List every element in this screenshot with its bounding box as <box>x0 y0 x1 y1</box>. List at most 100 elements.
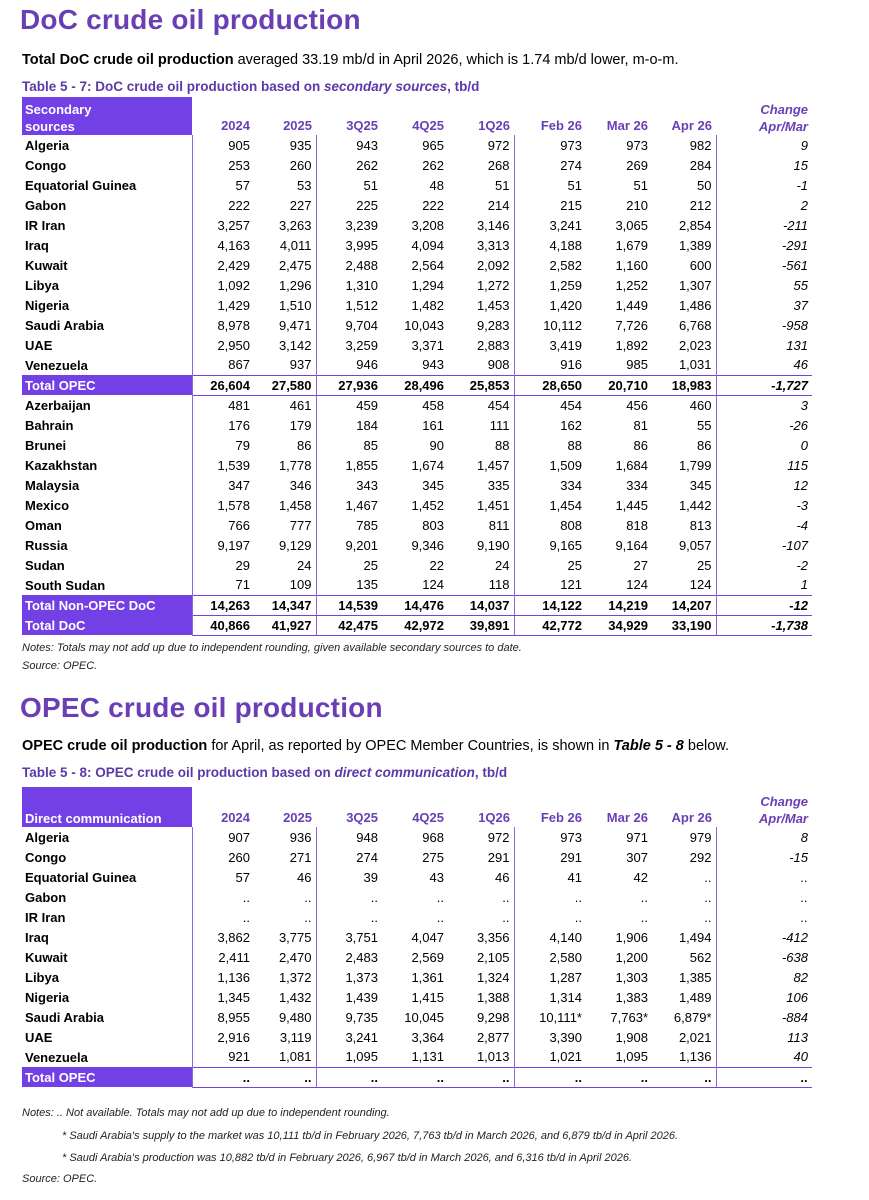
cell-value: .. <box>370 909 378 925</box>
row-label: Libya <box>22 275 193 295</box>
cell-value: 10,111* <box>539 1009 582 1025</box>
caption-post: , tb/d <box>447 79 480 94</box>
cell-value: 4,047 <box>411 929 444 945</box>
cell-value: 1,578 <box>217 497 250 513</box>
row-label: Venezuela <box>22 1047 193 1067</box>
cell-change: 9 <box>800 137 808 153</box>
table-row: Azerbaijan 481 461 459 458 454 454 456 460 3 <box>22 395 812 415</box>
cell-change: 8 <box>800 829 808 845</box>
cell-value: .. <box>652 1066 717 1088</box>
cell-value: 9,283 <box>448 315 515 335</box>
cell-value: 1,679 <box>615 237 648 253</box>
total-row: Total OPEC 26,604 27,580 27,936 28,496 25,853… <box>22 374 812 396</box>
cell-value: 1,372 <box>254 967 317 987</box>
cell-value: 1,452 <box>411 497 444 513</box>
table-row: Nigeria 1,429 1,510 1,512 1,482 1,453 1,420 1,4… <box>22 295 812 315</box>
cell-change: 113 <box>787 1029 808 1045</box>
cell-value: 121 <box>560 577 582 593</box>
cell-change: 55 <box>793 277 808 293</box>
cell-value: 50 <box>652 175 717 195</box>
total-row: Total Non-OPEC DoC 14,263 14,347 14,539 14,4… <box>22 594 812 616</box>
cell-value: 1,324 <box>448 967 515 987</box>
cell-value: 3,751 <box>345 929 378 945</box>
table-row: Gabon.................. <box>22 887 812 907</box>
cell-value: 454 <box>560 397 582 413</box>
cell-value: 25 <box>652 555 717 575</box>
cell-value: 24 <box>448 555 515 575</box>
cell-value: 1,259 <box>549 277 582 293</box>
cell-value: 1,486 <box>652 295 717 315</box>
table-row: South Sudan 71 109 135 124 118 121 124 124 1 <box>22 575 812 595</box>
cell-change: -412 <box>781 929 808 945</box>
lead-text: averaged 33.19 mb/d in April 2026, which… <box>233 52 679 68</box>
cell-value: 3,356 <box>448 927 515 947</box>
lead-bold: OPEC crude oil production <box>22 738 208 754</box>
cell-value: 284 <box>652 155 717 175</box>
cell-value: 3,239 <box>345 217 378 233</box>
table-row: IR Iran 3,257 3,263 3,239 3,208 3,146 3,241 3,0… <box>22 215 812 235</box>
cell-value: 905 <box>228 137 250 153</box>
cell-value: 972 <box>448 135 515 155</box>
cell-value: 458 <box>422 397 444 413</box>
cell-change: -958 <box>781 317 808 333</box>
row-label: Gabon <box>22 887 193 907</box>
cell-value: 262 <box>356 157 378 173</box>
cell-value: 3,142 <box>254 335 317 355</box>
cell-value: 53 <box>254 175 317 195</box>
cell-value: 3,313 <box>448 235 515 255</box>
cell-value: 14,539 <box>316 594 382 616</box>
table-row: Mexico 1,578 1,458 1,467 1,452 1,451 1,454 1,44… <box>22 495 812 515</box>
table-row: Venezuela 867 937 946 943 908 916 985 1,031 46 <box>22 355 812 375</box>
cell-change: -638 <box>781 949 808 965</box>
cell-value: 936 <box>254 827 317 847</box>
cell-change: .. <box>800 869 808 885</box>
row-label: Total OPEC <box>22 1067 193 1087</box>
cell-value: 1,509 <box>549 457 582 473</box>
cell-value: 3,364 <box>411 1029 444 1045</box>
cell-change: -15 <box>789 849 808 865</box>
cell-change: 1 <box>800 577 808 593</box>
cell-value: .. <box>370 889 378 905</box>
table-row: Bahrain 176 179 184 161 111 162 81 55 -26 <box>22 415 812 435</box>
cell-value: 948 <box>356 829 378 845</box>
cell-value: .. <box>436 909 444 925</box>
table-row: Kazakhstan 1,539 1,778 1,855 1,674 1,457 1,509… <box>22 455 812 475</box>
row-label: Russia <box>22 535 193 555</box>
cell-value: 14,263 <box>192 594 254 616</box>
cell-change: -291 <box>781 237 808 253</box>
cell-value: 57 <box>235 869 250 885</box>
cell-value: 42,772 <box>514 614 586 636</box>
cell-value: .. <box>574 909 582 925</box>
cell-value: 982 <box>652 135 717 155</box>
cell-value: 2,470 <box>254 947 317 967</box>
cell-value: 1,303 <box>615 969 648 985</box>
row-label: Nigeria <box>22 987 193 1007</box>
cell-value: 55 <box>652 415 717 435</box>
cell-value: 811 <box>448 515 515 535</box>
cell-change: 106 <box>786 989 808 1005</box>
cell-change: -1,738 <box>716 614 812 636</box>
cell-change: -2 <box>796 557 808 573</box>
cell-value: 3,241 <box>345 1029 378 1045</box>
caption-italic: secondary sources <box>324 79 448 94</box>
cell-value: 9,298 <box>448 1007 515 1027</box>
table-row: Equatorial Guinea 57 53 51 48 51 51 51 50 -1 <box>22 175 812 195</box>
cell-change: -3 <box>796 497 808 513</box>
cell-value: 124 <box>422 577 444 593</box>
footnote-saudi-production: * Saudi Arabia's production was 10,882 t… <box>62 1152 632 1164</box>
cell-value: 2,483 <box>345 949 378 965</box>
cell-value: 9,735 <box>345 1009 378 1025</box>
cell-value: 1,345 <box>217 989 250 1005</box>
header-label: Secondary sources <box>22 97 192 135</box>
change-line1: Change <box>760 794 808 809</box>
cell-change: -12 <box>716 594 812 616</box>
cell-value: 1,432 <box>254 987 317 1007</box>
cell-value: 1,908 <box>615 1029 648 1045</box>
cell-change: 131 <box>786 337 808 353</box>
cell-value: 2,916 <box>217 1029 250 1045</box>
cell-change: 15 <box>793 157 808 173</box>
cell-value: 14,219 <box>586 594 652 616</box>
table-caption-5-8: Table 5 - 8: OPEC crude oil production b… <box>22 765 507 780</box>
cell-value: .. <box>652 887 717 907</box>
cell-value: 10,043 <box>404 317 444 333</box>
